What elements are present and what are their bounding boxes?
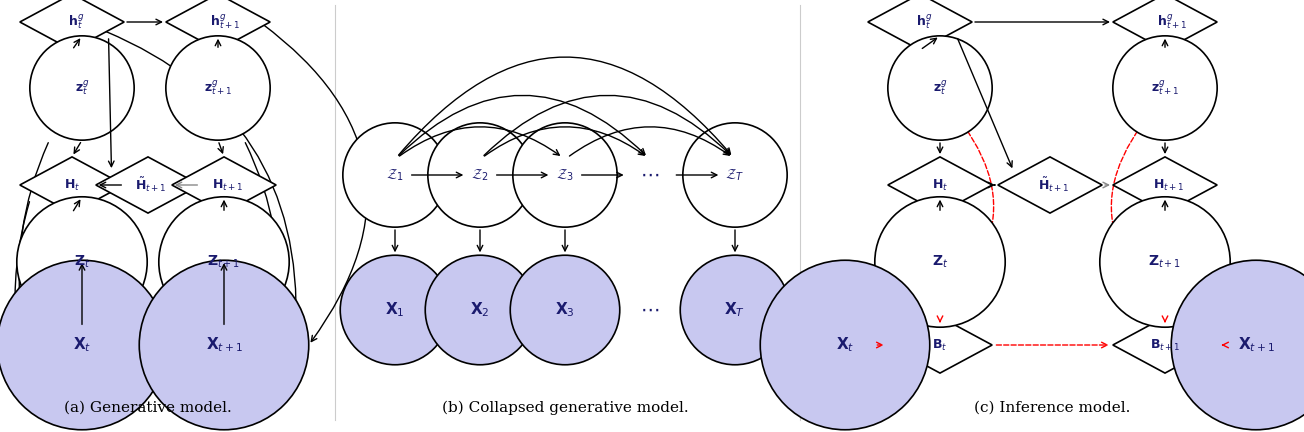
Text: $\mathbf{X}_3$: $\mathbf{X}_3$ bbox=[556, 301, 575, 319]
Text: $\mathbf{X}_{t+1}$: $\mathbf{X}_{t+1}$ bbox=[206, 336, 243, 354]
Text: $\mathbf{H}_{t+1}$: $\mathbf{H}_{t+1}$ bbox=[1153, 178, 1184, 193]
Ellipse shape bbox=[425, 255, 535, 365]
Ellipse shape bbox=[340, 255, 450, 365]
Text: $\tilde{\mathbf{H}}_{t+1}$: $\tilde{\mathbf{H}}_{t+1}$ bbox=[134, 176, 167, 194]
Text: $\mathbf{h}_{t+1}^g$: $\mathbf{h}_{t+1}^g$ bbox=[210, 13, 240, 32]
Text: $\cdots$: $\cdots$ bbox=[640, 301, 660, 319]
Ellipse shape bbox=[343, 123, 447, 227]
Text: $\mathbf{H}_{t+1}$: $\mathbf{H}_{t+1}$ bbox=[213, 178, 244, 193]
Text: $\mathcal{Z}_T$: $\mathcal{Z}_T$ bbox=[725, 167, 745, 183]
Text: $\mathbf{X}_{t+1}$: $\mathbf{X}_{t+1}$ bbox=[1237, 336, 1274, 354]
Text: $\mathbf{Z}_{t+1}$: $\mathbf{Z}_{t+1}$ bbox=[207, 254, 241, 270]
Ellipse shape bbox=[510, 255, 619, 365]
Ellipse shape bbox=[1171, 260, 1304, 430]
Text: $\mathbf{z}_t^g$: $\mathbf{z}_t^g$ bbox=[74, 79, 89, 98]
Ellipse shape bbox=[140, 260, 309, 430]
Text: $\mathbf{X}_1$: $\mathbf{X}_1$ bbox=[385, 301, 404, 319]
Polygon shape bbox=[888, 317, 992, 373]
Ellipse shape bbox=[1112, 36, 1217, 140]
Polygon shape bbox=[868, 0, 973, 50]
Text: $\mathbf{z}_t^g$: $\mathbf{z}_t^g$ bbox=[932, 79, 947, 98]
Text: $\mathbf{z}_{t+1}^g$: $\mathbf{z}_{t+1}^g$ bbox=[203, 79, 232, 98]
Text: $\mathbf{h}_t^g$: $\mathbf{h}_t^g$ bbox=[68, 13, 83, 32]
Polygon shape bbox=[20, 157, 124, 213]
Text: $\mathbf{H}_t$: $\mathbf{H}_t$ bbox=[932, 178, 948, 193]
Ellipse shape bbox=[17, 197, 147, 327]
Ellipse shape bbox=[0, 260, 167, 430]
Text: $\mathcal{Z}_3$: $\mathcal{Z}_3$ bbox=[556, 167, 574, 183]
Text: $\mathbf{H}_t$: $\mathbf{H}_t$ bbox=[64, 178, 80, 193]
Text: $\tilde{\mathbf{H}}_{t+1}$: $\tilde{\mathbf{H}}_{t+1}$ bbox=[1038, 176, 1069, 194]
Text: (a) Generative model.: (a) Generative model. bbox=[64, 401, 232, 415]
Text: (b) Collapsed generative model.: (b) Collapsed generative model. bbox=[442, 401, 689, 415]
Ellipse shape bbox=[428, 123, 532, 227]
Polygon shape bbox=[888, 157, 992, 213]
Ellipse shape bbox=[166, 36, 270, 140]
Text: $\mathbf{X}_2$: $\mathbf{X}_2$ bbox=[471, 301, 490, 319]
Polygon shape bbox=[172, 157, 276, 213]
Ellipse shape bbox=[681, 255, 790, 365]
Text: $\mathbf{B}_t$: $\mathbf{B}_t$ bbox=[932, 337, 948, 353]
Text: $\mathcal{Z}_1$: $\mathcal{Z}_1$ bbox=[386, 167, 404, 183]
Text: $\mathbf{X}_t$: $\mathbf{X}_t$ bbox=[73, 336, 91, 354]
Ellipse shape bbox=[30, 36, 134, 140]
Ellipse shape bbox=[760, 260, 930, 430]
Polygon shape bbox=[1112, 157, 1217, 213]
Ellipse shape bbox=[888, 36, 992, 140]
Ellipse shape bbox=[683, 123, 788, 227]
Polygon shape bbox=[20, 0, 124, 50]
Polygon shape bbox=[166, 0, 270, 50]
Polygon shape bbox=[95, 157, 200, 213]
Text: $\mathcal{Z}_2$: $\mathcal{Z}_2$ bbox=[471, 167, 489, 183]
Text: $\mathbf{h}_t^g$: $\mathbf{h}_t^g$ bbox=[915, 13, 932, 32]
Text: $\mathbf{B}_{t+1}$: $\mathbf{B}_{t+1}$ bbox=[1150, 337, 1180, 353]
Ellipse shape bbox=[875, 197, 1005, 327]
Text: $\mathbf{X}_t$: $\mathbf{X}_t$ bbox=[836, 336, 854, 354]
Ellipse shape bbox=[512, 123, 617, 227]
Text: (c) Inference model.: (c) Inference model. bbox=[974, 401, 1131, 415]
Text: $\mathbf{Z}_t$: $\mathbf{Z}_t$ bbox=[74, 254, 90, 270]
Polygon shape bbox=[1112, 0, 1217, 50]
Text: $\mathbf{z}_{t+1}^g$: $\mathbf{z}_{t+1}^g$ bbox=[1151, 79, 1179, 98]
Text: $\mathbf{X}_T$: $\mathbf{X}_T$ bbox=[725, 301, 746, 319]
Text: $\cdots$: $\cdots$ bbox=[640, 166, 660, 184]
Polygon shape bbox=[1112, 317, 1217, 373]
Ellipse shape bbox=[1099, 197, 1230, 327]
Text: $\mathbf{Z}_{t+1}$: $\mathbf{Z}_{t+1}$ bbox=[1149, 254, 1181, 270]
Text: $\mathbf{h}_{t+1}^g$: $\mathbf{h}_{t+1}^g$ bbox=[1157, 13, 1187, 32]
Ellipse shape bbox=[159, 197, 289, 327]
Text: $\mathbf{Z}_t$: $\mathbf{Z}_t$ bbox=[932, 254, 948, 270]
Polygon shape bbox=[998, 157, 1102, 213]
